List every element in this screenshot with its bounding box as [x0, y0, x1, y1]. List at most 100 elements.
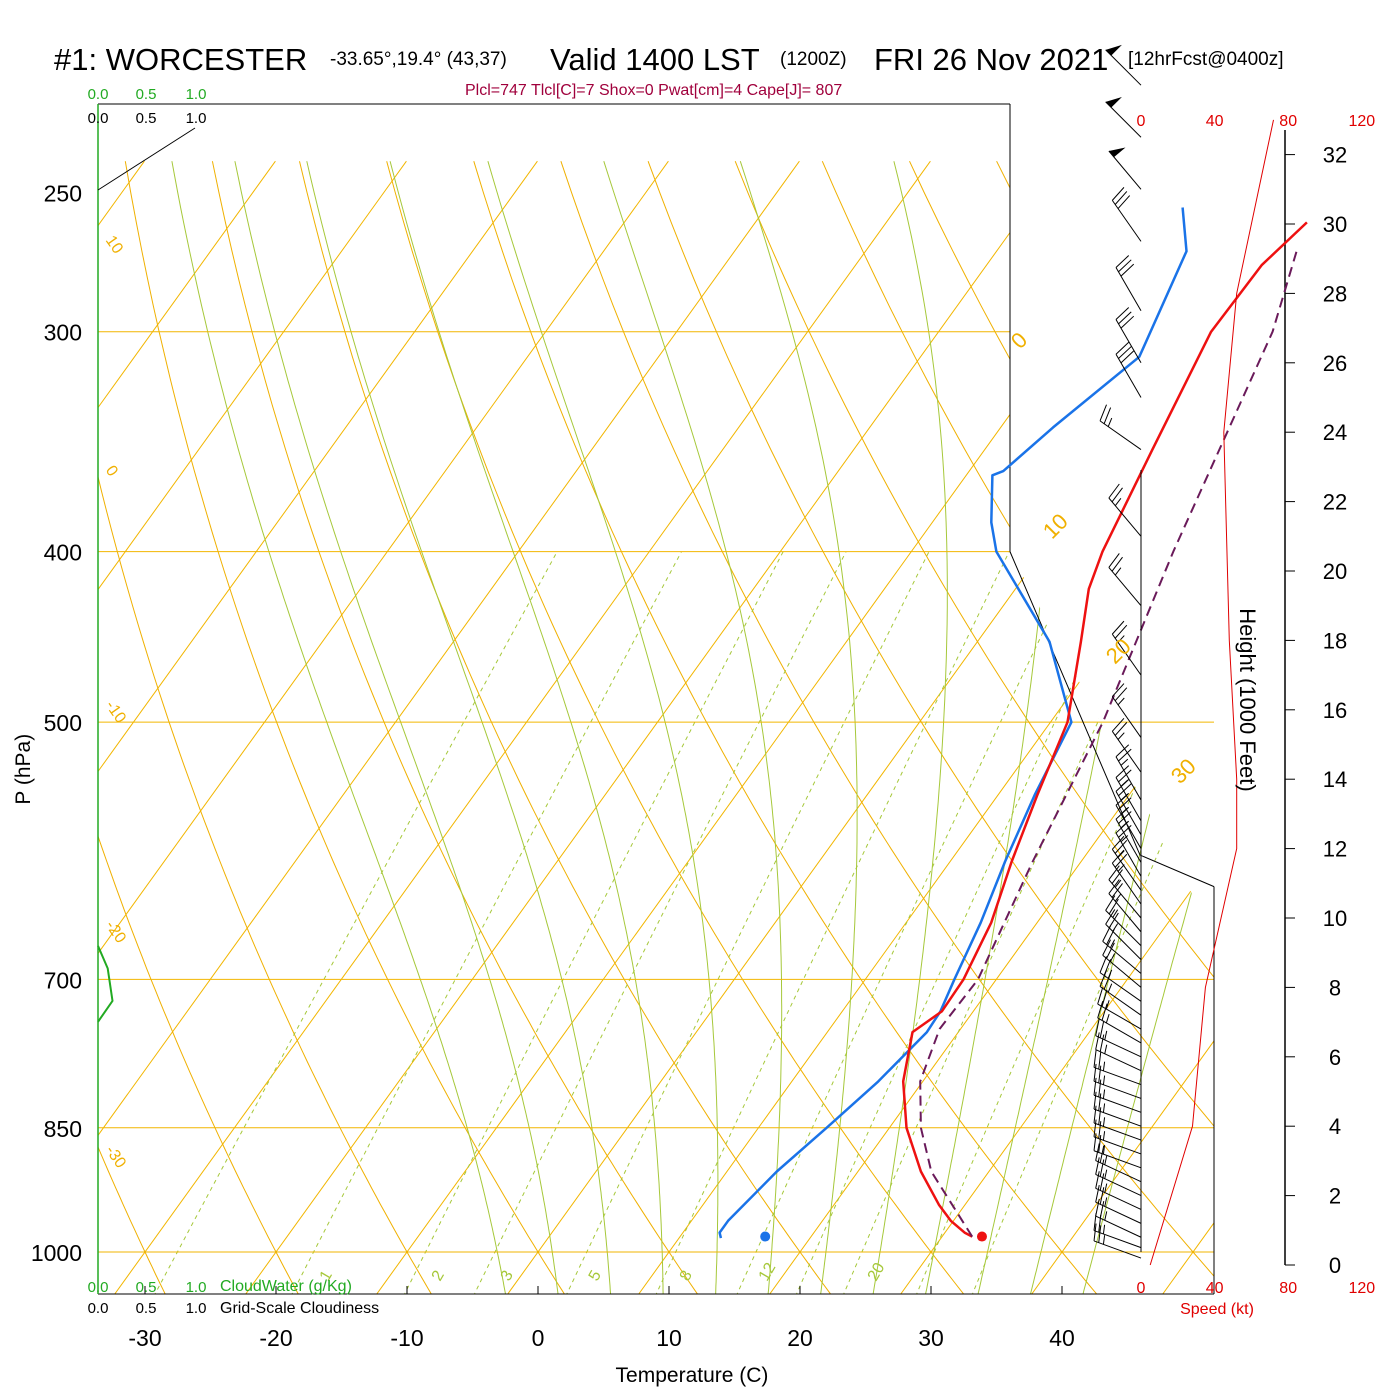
wind-barb-half-feather [1107, 969, 1113, 979]
pressure-tick-label: 850 [44, 1116, 82, 1142]
wind-barb-half-feather [1114, 567, 1122, 576]
isotherm-line [900, 160, 1214, 1294]
wind-barb-half-feather [1117, 732, 1125, 740]
wind-barb-feather [1099, 1173, 1105, 1191]
height-tick-label: 30 [1323, 212, 1347, 237]
wind-barb-feather [1093, 1077, 1097, 1096]
wind-barb-half-feather [1107, 417, 1113, 427]
isotherm-line [245, 160, 1062, 1294]
dry-adiabat-line [98, 161, 301, 1294]
wind-barb-feather [1108, 912, 1119, 929]
wind-barb-staff [1102, 940, 1142, 974]
wind-barb-feather [1098, 1107, 1102, 1125]
dry-adiabat-line [211, 161, 700, 1294]
wind-barb-half-feather [1102, 1131, 1106, 1141]
wind-barb-feather [1098, 1093, 1102, 1111]
wind-barb-feather [1105, 909, 1116, 925]
pressure-tick-label: 1000 [31, 1240, 82, 1266]
wind-barb-staff [1095, 1187, 1142, 1210]
wind-barb-staff [1111, 848, 1142, 891]
cloudwater-top-tick: 0.0 [88, 86, 109, 103]
wind-barb-flag [1108, 147, 1126, 158]
wind-barb-staff [1095, 1035, 1142, 1058]
wind-barb-staff [1093, 1240, 1142, 1259]
dry-adiabat-line [98, 161, 167, 1294]
height-tick-label: 26 [1323, 351, 1347, 376]
wind-barb [1115, 255, 1142, 312]
wind-barb-half-feather [1102, 1103, 1106, 1113]
wind-barb-flag [1105, 44, 1122, 56]
wind-barb-half-feather [1109, 939, 1116, 949]
wind-barb-feather [1102, 939, 1112, 956]
height-tick-label: 18 [1323, 628, 1347, 653]
wind-barb [1108, 483, 1142, 537]
station-coords: -33.65°,19.4° (43,37) [330, 49, 507, 70]
wind-barb-feather [1118, 259, 1132, 273]
cloudiness-label: Grid-Scale Cloudiness [220, 1300, 379, 1317]
wind-barb-feather [1108, 483, 1120, 499]
sounding-parameters: Plcl=747 Tlcl[C]=7 Shox=0 Pwat[cm]=4 Cap… [465, 82, 843, 99]
wind-barb [1099, 956, 1142, 1002]
wind-barb [1102, 925, 1142, 974]
cloudiness-top-tick: 0.0 [88, 110, 109, 127]
wind-barb-feather [1099, 1159, 1105, 1177]
wind-barb-half-feather [1102, 1235, 1106, 1245]
wind-barb-staff [1105, 49, 1142, 86]
wind-barb-staff [1105, 923, 1142, 960]
wind-barb-staff [1108, 497, 1142, 537]
wind-barb-half-feather [1104, 1169, 1108, 1179]
wind-barb-half-feather [1120, 835, 1129, 843]
wind-barb [1115, 765, 1142, 822]
wind-barb-staff [1111, 633, 1142, 676]
isotherm-line [638, 160, 1214, 1294]
wind-barb [1095, 1198, 1142, 1238]
wind-barb-feather [1115, 341, 1130, 355]
wind-barb-feather [1093, 1063, 1097, 1082]
wind-barb-feather [1108, 865, 1120, 880]
isotherm-line [1031, 160, 1214, 1294]
moist-adiabat-line [1081, 161, 1214, 1294]
mixing-ratio-line [842, 551, 1177, 1294]
wind-barb-staff [1099, 420, 1142, 450]
mixing-ratio-line [794, 551, 1135, 1294]
wind-barb-feather [1103, 407, 1112, 424]
wind-barb [1093, 1223, 1142, 1259]
wind-barb-feather [1099, 1020, 1105, 1038]
wind-barb-feather [1114, 687, 1128, 702]
wind-barb-half-feather [1114, 879, 1122, 888]
wind-barb-staff [1108, 879, 1142, 919]
pressure-tick-label: 300 [44, 320, 82, 346]
moist-adiabat-line [306, 161, 612, 1294]
wind-barb [1099, 404, 1142, 450]
wind-barb-feather [1095, 1171, 1100, 1189]
isotherm-line [1162, 160, 1214, 1294]
wind-barb [1108, 553, 1142, 607]
isotherm-line [1294, 161, 1400, 1294]
wind-barb-feather [1117, 195, 1131, 209]
wind-barb-staff [1111, 200, 1142, 242]
wind-barb-feather [1093, 1119, 1097, 1137]
mixing-ratio-line [735, 551, 1082, 1294]
height-tick-label: 10 [1323, 906, 1347, 931]
wind-barb [1095, 1032, 1142, 1072]
cloudiness-top-tick: 0.5 [136, 110, 157, 127]
pressure-tick-label: 400 [44, 540, 82, 566]
wind-barb-half-feather [1105, 1013, 1110, 1024]
wind-barb-staff [1111, 862, 1142, 905]
dry-adiabat-line [734, 161, 1214, 1294]
wind-barb-staff [1115, 777, 1142, 822]
wind-barb-feather [1118, 783, 1132, 797]
mixing-ratio-line [472, 551, 847, 1294]
wind-layer [1093, 44, 1274, 1266]
mixing-ratio-line [402, 551, 784, 1294]
wind-barb-feather [1120, 315, 1135, 329]
x-tick-label: 40 [1049, 1325, 1075, 1351]
wind-barb-feather [1095, 1018, 1100, 1036]
wind-barb [1111, 187, 1142, 242]
wind-barb-half-feather [1104, 1197, 1108, 1207]
wind-scale-top-tick: 40 [1206, 113, 1224, 130]
wind-barb-feather [1098, 1225, 1102, 1243]
wind-barb-feather [1093, 1133, 1097, 1151]
